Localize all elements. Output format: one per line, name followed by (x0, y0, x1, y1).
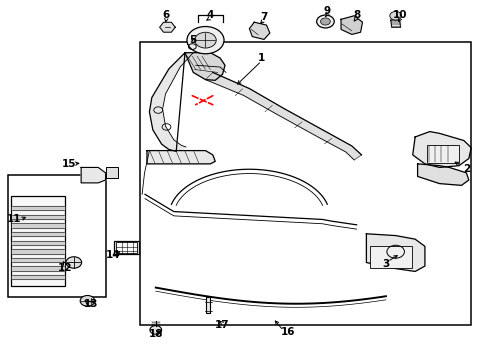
Text: 6: 6 (163, 10, 170, 20)
Polygon shape (159, 22, 175, 32)
Bar (11, 196, 65, 286)
Circle shape (150, 325, 161, 334)
Text: 9: 9 (323, 6, 330, 17)
Polygon shape (12, 258, 64, 262)
Bar (186, 39, 197, 44)
Bar (140, 42, 470, 325)
Polygon shape (340, 16, 362, 35)
Circle shape (389, 12, 401, 20)
Polygon shape (417, 164, 468, 185)
Text: 15: 15 (61, 159, 76, 169)
Text: 2: 2 (462, 164, 469, 174)
Circle shape (316, 15, 333, 28)
Bar (105, 167, 118, 178)
Circle shape (194, 32, 216, 48)
Bar (369, 246, 411, 267)
Text: 17: 17 (215, 320, 229, 330)
Polygon shape (366, 234, 424, 271)
Polygon shape (12, 224, 64, 228)
Polygon shape (147, 150, 215, 164)
Text: 12: 12 (58, 263, 72, 273)
Polygon shape (12, 275, 64, 279)
Text: 10: 10 (392, 10, 407, 20)
Bar (8, 175, 105, 297)
Polygon shape (12, 240, 64, 245)
Text: 18: 18 (148, 329, 163, 339)
Polygon shape (12, 232, 64, 236)
Polygon shape (249, 22, 269, 40)
Polygon shape (149, 53, 193, 151)
Circle shape (66, 257, 81, 268)
Text: 16: 16 (281, 327, 295, 337)
Polygon shape (184, 53, 224, 80)
Polygon shape (81, 167, 105, 183)
Bar (206, 297, 210, 313)
Bar (116, 242, 137, 253)
Text: 8: 8 (352, 10, 360, 20)
Polygon shape (12, 206, 64, 211)
Circle shape (186, 27, 224, 54)
Bar (427, 145, 458, 163)
Circle shape (80, 296, 95, 306)
Polygon shape (390, 20, 400, 27)
Polygon shape (12, 249, 64, 253)
Polygon shape (12, 215, 64, 219)
Polygon shape (12, 266, 64, 271)
Polygon shape (205, 72, 361, 160)
Text: 3: 3 (382, 259, 389, 269)
Text: 11: 11 (7, 215, 21, 224)
Circle shape (320, 18, 330, 25)
Text: 14: 14 (105, 250, 120, 260)
Bar (114, 240, 139, 254)
Text: 1: 1 (257, 53, 264, 63)
Text: 13: 13 (83, 299, 98, 309)
Text: 7: 7 (260, 12, 267, 22)
Polygon shape (412, 132, 470, 167)
Text: 5: 5 (189, 35, 197, 45)
Text: 4: 4 (206, 10, 214, 20)
